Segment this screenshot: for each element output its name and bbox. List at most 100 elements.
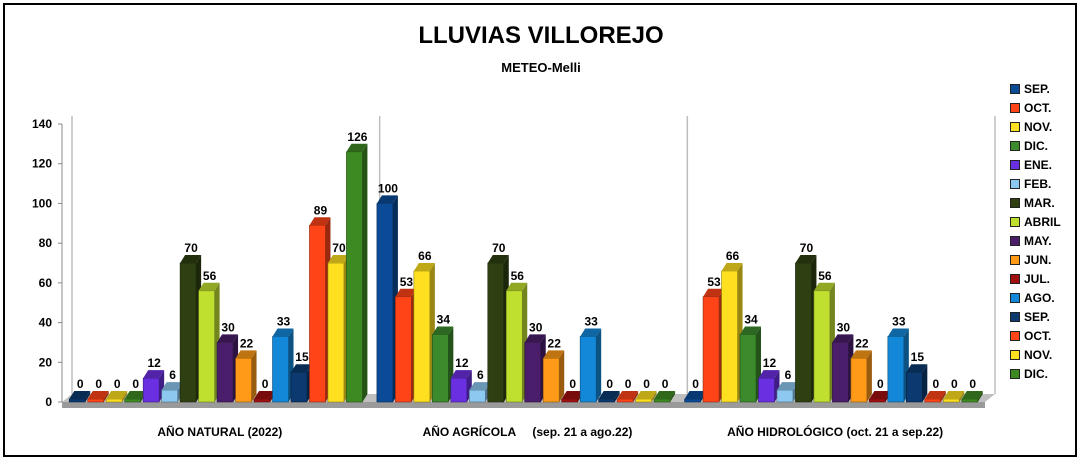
bar-front <box>179 262 197 403</box>
bar-side <box>122 391 128 402</box>
bar-top <box>376 195 398 204</box>
legend-swatch <box>1010 217 1020 227</box>
bar-front <box>450 377 468 403</box>
bar-top <box>346 143 368 152</box>
bar-top <box>487 255 509 263</box>
bar-top <box>924 391 946 399</box>
legend-label: JUN. <box>1024 253 1052 267</box>
legend-item: MAR. <box>1010 194 1055 212</box>
bar-data-label: 70 <box>184 241 198 255</box>
bar-data-label: 56 <box>203 269 217 283</box>
bar-side <box>85 391 91 402</box>
legend-label: ABRIL <box>1024 215 1061 229</box>
legend-swatch <box>1010 236 1020 246</box>
bar-data-label: 12 <box>455 356 469 370</box>
bar-front <box>684 398 701 403</box>
bar-data-label: 0 <box>951 377 958 391</box>
legend-swatch <box>1010 122 1020 132</box>
bar-data-label: 15 <box>911 350 925 364</box>
bar-front <box>635 398 652 403</box>
bar-top <box>327 255 349 263</box>
bar-front <box>272 336 289 403</box>
bar-side <box>614 391 620 402</box>
legend-swatch <box>1010 198 1020 208</box>
legend-swatch <box>1010 312 1020 322</box>
bar-top <box>795 255 817 263</box>
bar-top <box>617 391 639 399</box>
bar-front <box>198 290 215 403</box>
legend-label: FEB. <box>1024 177 1052 191</box>
bar-data-label: 30 <box>837 320 851 334</box>
bar-data-label: 0 <box>77 377 84 391</box>
bar-top <box>832 334 854 343</box>
bar-front <box>961 398 979 403</box>
legend-swatch <box>1010 293 1020 303</box>
bar-side <box>651 391 657 402</box>
legend-swatch <box>1010 274 1020 284</box>
legend-item: NOV. <box>1010 346 1052 364</box>
bar-top <box>124 391 146 399</box>
bar-top <box>235 350 257 359</box>
bar-front <box>469 389 486 403</box>
bar-top <box>254 391 276 399</box>
legend-swatch <box>1010 103 1020 113</box>
legend-swatch <box>1010 179 1020 189</box>
bar-data-label: 33 <box>892 314 906 328</box>
bar-top <box>272 328 294 337</box>
bar-front <box>161 389 178 403</box>
chart-floor-edge <box>62 402 985 408</box>
bar-front <box>542 358 560 403</box>
category-label: AÑO HIDROLÓGICO (oct. 21 a sep.22) <box>727 424 943 439</box>
legend-item: SEP. <box>1010 80 1050 98</box>
bar-data-label: 70 <box>800 241 814 255</box>
bar-top <box>450 370 472 379</box>
bar-front <box>869 398 886 403</box>
y-tick-label: 100 <box>32 196 52 210</box>
bar-top <box>561 391 583 399</box>
bar-front <box>906 371 923 403</box>
bar-data-label: 126 <box>347 130 367 144</box>
bar-front <box>87 398 105 403</box>
bar-front <box>524 342 542 403</box>
bar-top <box>740 326 762 335</box>
legend-swatch <box>1010 331 1020 341</box>
bar-side <box>866 350 872 402</box>
bar-data-label: 53 <box>707 275 721 289</box>
legend-label: NOV. <box>1024 348 1053 362</box>
bar-top <box>580 328 602 337</box>
legend-label: SEP. <box>1024 310 1050 324</box>
bar-front <box>721 270 738 403</box>
bar-top <box>850 350 872 359</box>
bar-data-label: 0 <box>625 377 632 391</box>
bar-front <box>795 262 812 403</box>
legend-swatch <box>1010 369 1020 379</box>
bar-top <box>217 334 239 343</box>
bar-data-label: 33 <box>277 314 291 328</box>
bar-top <box>198 282 220 291</box>
bar-front <box>235 358 252 403</box>
category-label: AÑO AGRÍCOLA (sep. 21 a ago.22) <box>423 424 633 439</box>
bar-top <box>813 282 835 291</box>
legend-label: DIC. <box>1024 367 1048 381</box>
legend-swatch <box>1010 84 1020 94</box>
bar-front <box>142 377 160 403</box>
bar-side <box>362 143 368 403</box>
bar-data-label: 22 <box>548 336 562 350</box>
bar-top <box>721 262 743 271</box>
bar-top <box>413 262 435 271</box>
bar-side <box>596 328 602 402</box>
legend-swatch <box>1010 160 1020 170</box>
bar-front <box>832 342 849 403</box>
legend-item: ABRIL <box>1010 213 1061 231</box>
bar-front <box>253 398 271 403</box>
y-tick-label: 20 <box>39 355 53 369</box>
legend-item: SEP. <box>1010 308 1050 326</box>
legend-label: ENE. <box>1024 158 1053 172</box>
legend-item: OCT. <box>1010 327 1051 345</box>
bar-data-label: 0 <box>643 377 650 391</box>
bar-top <box>469 382 491 391</box>
bar-data-label: 33 <box>584 314 598 328</box>
legend-swatch <box>1010 255 1020 265</box>
legend-label: DIC. <box>1024 139 1048 153</box>
